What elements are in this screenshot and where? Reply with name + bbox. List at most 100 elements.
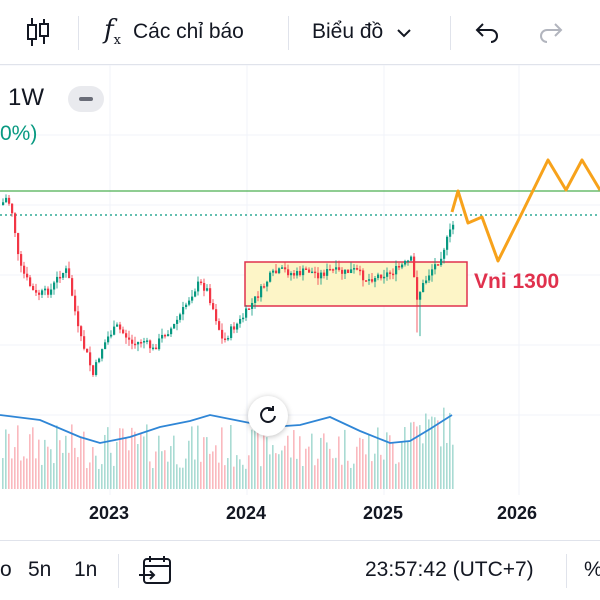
candle-body <box>347 269 350 273</box>
collapse-legend-button[interactable] <box>68 86 104 112</box>
chart-menu-button[interactable]: Biểu đồ <box>312 0 411 64</box>
interval-label: 1W <box>8 84 44 111</box>
volume-bar <box>146 424 148 489</box>
volume-bar <box>140 433 142 489</box>
candle-body <box>407 260 410 263</box>
candle-body <box>227 337 230 340</box>
volume-bar <box>86 468 88 489</box>
candle-body <box>86 348 89 353</box>
candle-body <box>371 279 374 282</box>
candle-body <box>11 203 14 214</box>
candle-body <box>440 258 443 266</box>
volume-bar <box>311 433 313 489</box>
candle-body <box>404 260 407 265</box>
volume-bar <box>437 420 439 489</box>
bottombar-border <box>0 540 600 541</box>
candle-body <box>2 202 5 205</box>
volume-bar <box>254 424 256 489</box>
candle-body <box>401 264 404 268</box>
candle-body <box>143 341 146 343</box>
volume-bar <box>11 458 13 489</box>
candle-body <box>5 197 8 203</box>
volume-bar <box>323 433 325 489</box>
price-chart[interactable] <box>0 65 600 541</box>
candle-body <box>119 324 122 330</box>
reset-chart-button[interactable] <box>248 396 288 436</box>
candle-body <box>416 277 419 300</box>
candle-body <box>98 358 101 363</box>
volume-bar <box>35 458 37 489</box>
candle-body <box>191 296 194 301</box>
candle-body <box>254 296 257 303</box>
candle-body <box>59 276 62 279</box>
candle-body <box>449 229 452 237</box>
annotation-label: Vni 1300 <box>474 270 560 293</box>
volume-bar <box>155 451 157 489</box>
range-1y-button[interactable]: 1n <box>74 558 98 581</box>
candle-body <box>212 303 215 310</box>
volume-bar <box>89 462 91 489</box>
candle-body <box>323 272 326 276</box>
volume-bar <box>362 439 364 489</box>
volume-bar <box>17 425 19 489</box>
volume-bar <box>167 461 169 489</box>
candle-body <box>128 337 131 340</box>
candle-body <box>218 321 221 330</box>
candle-body <box>83 336 86 349</box>
candle-body <box>140 342 143 344</box>
percent-toggle-partial[interactable]: % <box>584 540 600 600</box>
candle-body <box>17 233 20 255</box>
candle-body <box>20 254 23 266</box>
bottom-bar: o 5n 1n 23:57:42 (UTC+7) % <box>0 540 600 600</box>
volume-bar <box>281 450 283 489</box>
volume-bar <box>137 444 139 489</box>
candle-body <box>386 272 389 277</box>
volume-bar <box>128 450 130 489</box>
volume-bar <box>71 424 73 489</box>
candle-body <box>431 269 434 276</box>
candle-body <box>134 343 137 346</box>
range-5y-button[interactable]: 5n <box>28 558 52 581</box>
volume-bar <box>59 440 61 489</box>
candle-body <box>266 281 269 287</box>
redo-icon[interactable] <box>538 0 564 64</box>
candle-body <box>194 291 197 297</box>
candle-body <box>272 270 275 273</box>
volume-bar <box>377 427 379 489</box>
volume-bar <box>452 444 454 489</box>
volume-bar <box>398 462 400 489</box>
candle-body <box>236 323 239 330</box>
volume-bar <box>125 438 127 489</box>
volume-bar <box>278 454 280 489</box>
volume-bar <box>290 457 292 489</box>
candle-body <box>278 268 281 274</box>
chart-menu-label: Biểu đồ <box>312 20 384 43</box>
volume-bar <box>392 442 394 489</box>
volume-bar <box>431 416 433 489</box>
timezone-clock[interactable]: 23:57:42 (UTC+7) <box>365 558 534 581</box>
candle-body <box>29 277 32 287</box>
volume-bar <box>287 435 289 489</box>
volume-bar <box>14 447 16 489</box>
volume-bar <box>374 453 376 489</box>
volume-bar <box>98 468 100 489</box>
candle-body <box>353 268 356 270</box>
indicators-button[interactable]: fx Các chỉ báo <box>104 0 244 64</box>
undo-icon[interactable] <box>474 0 500 64</box>
x-tick-label: 2023 <box>89 503 130 523</box>
volume-bar <box>443 407 445 489</box>
volume-bar <box>170 446 172 489</box>
candle-body <box>92 365 95 375</box>
candlestick-icon[interactable] <box>26 0 50 64</box>
range-button-partial[interactable]: o <box>0 558 12 581</box>
candle-body <box>110 334 113 337</box>
candle-body <box>146 340 149 342</box>
calendar-arrow-icon[interactable] <box>138 540 172 600</box>
candle-body <box>47 288 50 295</box>
volume-bar <box>206 437 208 489</box>
candle-body <box>164 334 167 337</box>
candle-body <box>344 269 347 274</box>
candle-body <box>167 334 170 337</box>
volume-bar <box>413 421 415 489</box>
candle-body <box>158 338 161 350</box>
